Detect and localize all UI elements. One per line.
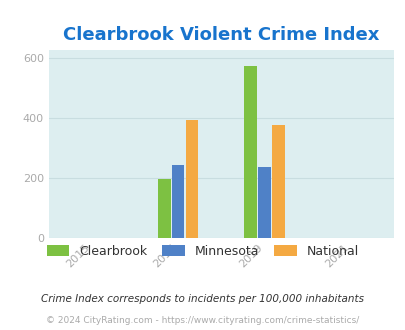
Bar <box>158 179 170 238</box>
Legend: Clearbrook, Minnesota, National: Clearbrook, Minnesota, National <box>42 240 363 263</box>
Text: © 2024 CityRating.com - https://www.cityrating.com/crime-statistics/: © 2024 CityRating.com - https://www.city… <box>46 315 359 325</box>
Bar <box>185 120 198 238</box>
Title: Clearbrook Violent Crime Index: Clearbrook Violent Crime Index <box>63 26 379 44</box>
Bar <box>271 125 284 238</box>
Bar <box>244 66 256 238</box>
Bar <box>171 165 184 238</box>
Bar <box>258 167 270 238</box>
Text: Crime Index corresponds to incidents per 100,000 inhabitants: Crime Index corresponds to incidents per… <box>41 294 364 304</box>
